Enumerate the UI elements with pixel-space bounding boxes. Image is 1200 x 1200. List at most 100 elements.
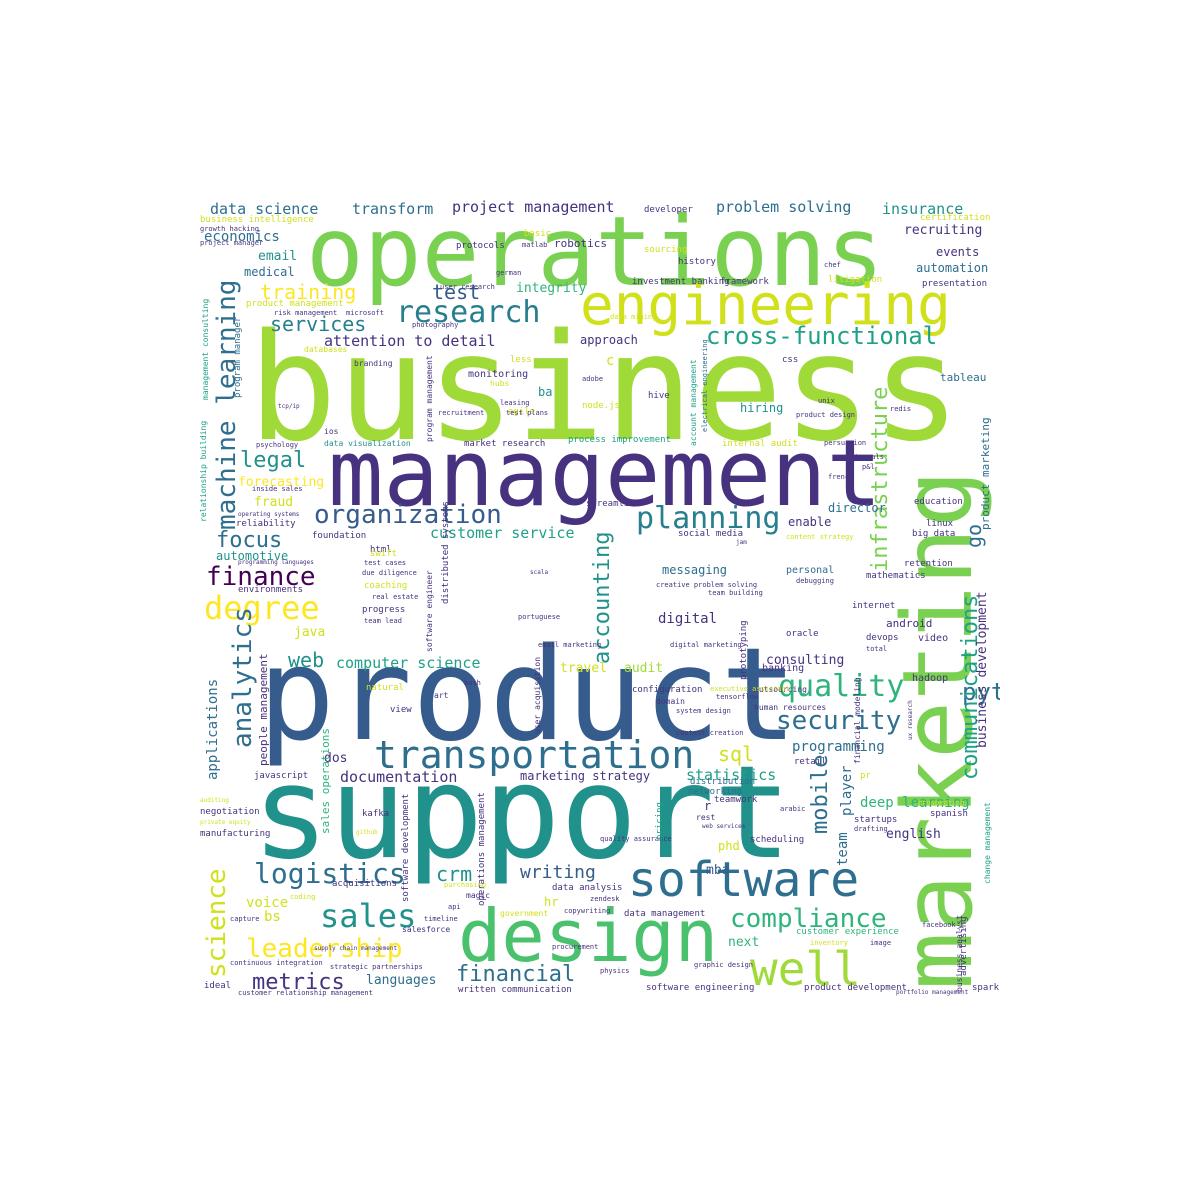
word-phd: phd: [718, 839, 740, 853]
word-strategic-partnerships: strategic partnerships: [330, 963, 423, 971]
word-computer-science: computer science: [336, 654, 481, 672]
word-sql: sql: [718, 742, 755, 766]
word-manufacturing: manufacturing: [200, 829, 271, 839]
word-programming: programming: [792, 739, 885, 755]
word-graphic-design: graphic design: [694, 961, 754, 969]
word-education: education: [914, 497, 963, 507]
word-sales: sales: [320, 897, 417, 935]
word-degree: degree: [204, 589, 320, 627]
word-databases: databases: [304, 345, 348, 354]
word-private-equity: private equity: [200, 819, 251, 826]
word-acquisitions: acquisitions: [332, 879, 398, 889]
word-project-management: project management: [452, 200, 615, 216]
word-ba: ba: [538, 385, 553, 399]
word-director: director: [828, 501, 886, 515]
word-video: video: [918, 633, 949, 644]
word-certification: certification: [920, 213, 991, 223]
word-french: french: [828, 473, 854, 481]
word-system-design: system design: [676, 707, 731, 715]
word-internal-audit: internal audit: [722, 439, 798, 449]
word-presentation: presentation: [922, 279, 988, 289]
word-metrics: metrics: [252, 970, 345, 995]
word-automotive: automotive: [216, 549, 289, 563]
word-business-analyst: business analyst: [955, 914, 964, 992]
word-economics: economics: [204, 229, 280, 245]
word-human-resources: human resources: [754, 703, 827, 712]
word-mathematics: mathematics: [866, 571, 926, 581]
word-next: next: [728, 935, 760, 950]
word-pr: pr: [860, 771, 871, 781]
word-software-engineer: software engineer: [425, 570, 434, 652]
word-financial: financial: [456, 962, 576, 987]
word-software-development: software development: [401, 793, 411, 902]
word-product-design: product design: [796, 411, 856, 419]
word-spark: spark: [972, 983, 1000, 993]
word-customer-relationship-management: customer relationship management: [238, 989, 373, 997]
word-events: events: [936, 245, 980, 259]
word-spanish: spanish: [930, 809, 968, 819]
word-salesforce: salesforce: [402, 925, 451, 934]
word-timeline: timeline: [424, 915, 458, 923]
word-support: support: [252, 739, 792, 888]
word-test: test: [432, 280, 481, 304]
word-design: design: [458, 894, 719, 978]
word-organization: organization: [314, 500, 502, 530]
word-oracle: oracle: [786, 629, 819, 639]
word-branding: branding: [354, 359, 393, 368]
word-fraud: fraud: [254, 495, 294, 510]
word-purchasing: purchasing: [444, 881, 487, 889]
word-compliance: compliance: [730, 904, 887, 934]
word-tcp-ip: tcp/ip: [278, 403, 300, 410]
word-auditing: auditing: [200, 797, 229, 804]
word-tableau: tableau: [940, 371, 987, 384]
word-user-acquisition: user acquisition: [533, 656, 542, 734]
word-developer: developer: [644, 205, 693, 215]
word-quality: quality: [778, 669, 905, 704]
word-problem-solving: problem solving: [716, 200, 852, 216]
word-configuration: configuration: [632, 685, 703, 695]
word-facebook: facebook: [922, 921, 956, 929]
word-web-services: web services: [702, 823, 746, 830]
word-audit: audit: [624, 661, 664, 676]
word-sourcing: sourcing: [644, 245, 688, 255]
word-data-science: data science: [210, 200, 319, 218]
word-team-building: team building: [708, 589, 763, 597]
word-litigation: litigation: [828, 275, 883, 285]
word-portfolio-management: portfolio management: [896, 989, 969, 996]
word-marketing-strategy: marketing strategy: [520, 769, 651, 783]
word-email: email: [258, 249, 298, 264]
word-coaching: coaching: [364, 581, 408, 591]
word-leadership: leadership: [246, 934, 403, 964]
word-due-diligence: due diligence: [362, 569, 417, 577]
word-relationship-building: relationship building: [200, 420, 208, 522]
word-ux-research: ux research: [907, 700, 914, 740]
word-user-research: user research: [440, 283, 495, 291]
word-business: business: [248, 302, 961, 474]
word-legal: legal: [240, 448, 307, 473]
word-teamwork: teamwork: [714, 795, 758, 805]
word-security: security: [776, 706, 902, 736]
word-history: history: [678, 257, 716, 267]
word-prospecting: prospecting: [918, 799, 965, 807]
word-natural: natural: [366, 683, 404, 693]
word-inside-sales: inside sales: [252, 485, 303, 493]
word-distributed-systems: distributed systems: [441, 501, 451, 604]
word-product-development: product development: [804, 983, 907, 993]
word-environments: environments: [238, 585, 304, 595]
word-tensorflow: tensorflow: [716, 693, 759, 701]
word-applications: applications: [205, 678, 221, 780]
word-progress: progress: [362, 605, 406, 615]
word-data-mining: data mining: [610, 313, 657, 321]
word-real-estate: real estate: [372, 593, 419, 601]
word-magic: magic: [466, 891, 491, 900]
word-travel: travel: [560, 661, 607, 676]
word-github: github: [356, 829, 378, 836]
word-networking: networking: [688, 787, 743, 797]
word-languages: languages: [366, 973, 437, 988]
word-account-management: account management: [689, 359, 698, 446]
word-business-development: business development: [975, 591, 990, 748]
word-cross-functional: cross-functional: [706, 322, 938, 350]
word-content-strategy: content strategy: [786, 533, 854, 541]
word-written-communication: written communication: [458, 985, 572, 995]
word-streamline: streamline: [586, 499, 641, 509]
